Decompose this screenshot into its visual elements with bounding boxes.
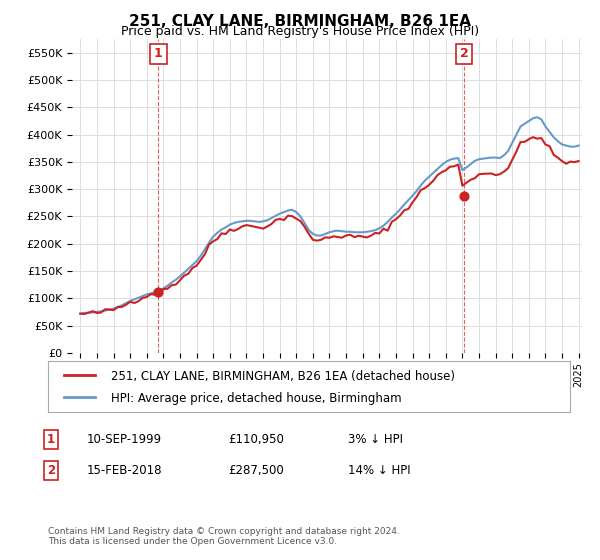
Point	[154, 288, 163, 297]
Text: 2: 2	[460, 48, 469, 60]
Text: £110,950: £110,950	[228, 433, 284, 446]
Text: 15-FEB-2018: 15-FEB-2018	[87, 464, 163, 477]
Text: £287,500: £287,500	[228, 464, 284, 477]
Text: 251, CLAY LANE, BIRMINGHAM, B26 1EA: 251, CLAY LANE, BIRMINGHAM, B26 1EA	[129, 14, 471, 29]
Text: Contains HM Land Registry data © Crown copyright and database right 2024.
This d: Contains HM Land Registry data © Crown c…	[48, 526, 400, 546]
Text: Price paid vs. HM Land Registry's House Price Index (HPI): Price paid vs. HM Land Registry's House …	[121, 25, 479, 38]
Text: 14% ↓ HPI: 14% ↓ HPI	[348, 464, 410, 477]
Text: 1: 1	[154, 48, 163, 60]
Text: 10-SEP-1999: 10-SEP-1999	[87, 433, 162, 446]
Text: HPI: Average price, detached house, Birmingham: HPI: Average price, detached house, Birm…	[110, 392, 401, 405]
Point	[459, 192, 469, 200]
Text: 251, CLAY LANE, BIRMINGHAM, B26 1EA (detached house): 251, CLAY LANE, BIRMINGHAM, B26 1EA (det…	[110, 370, 455, 383]
Text: 1: 1	[47, 433, 55, 446]
Text: 3% ↓ HPI: 3% ↓ HPI	[348, 433, 403, 446]
Text: 2: 2	[47, 464, 55, 477]
